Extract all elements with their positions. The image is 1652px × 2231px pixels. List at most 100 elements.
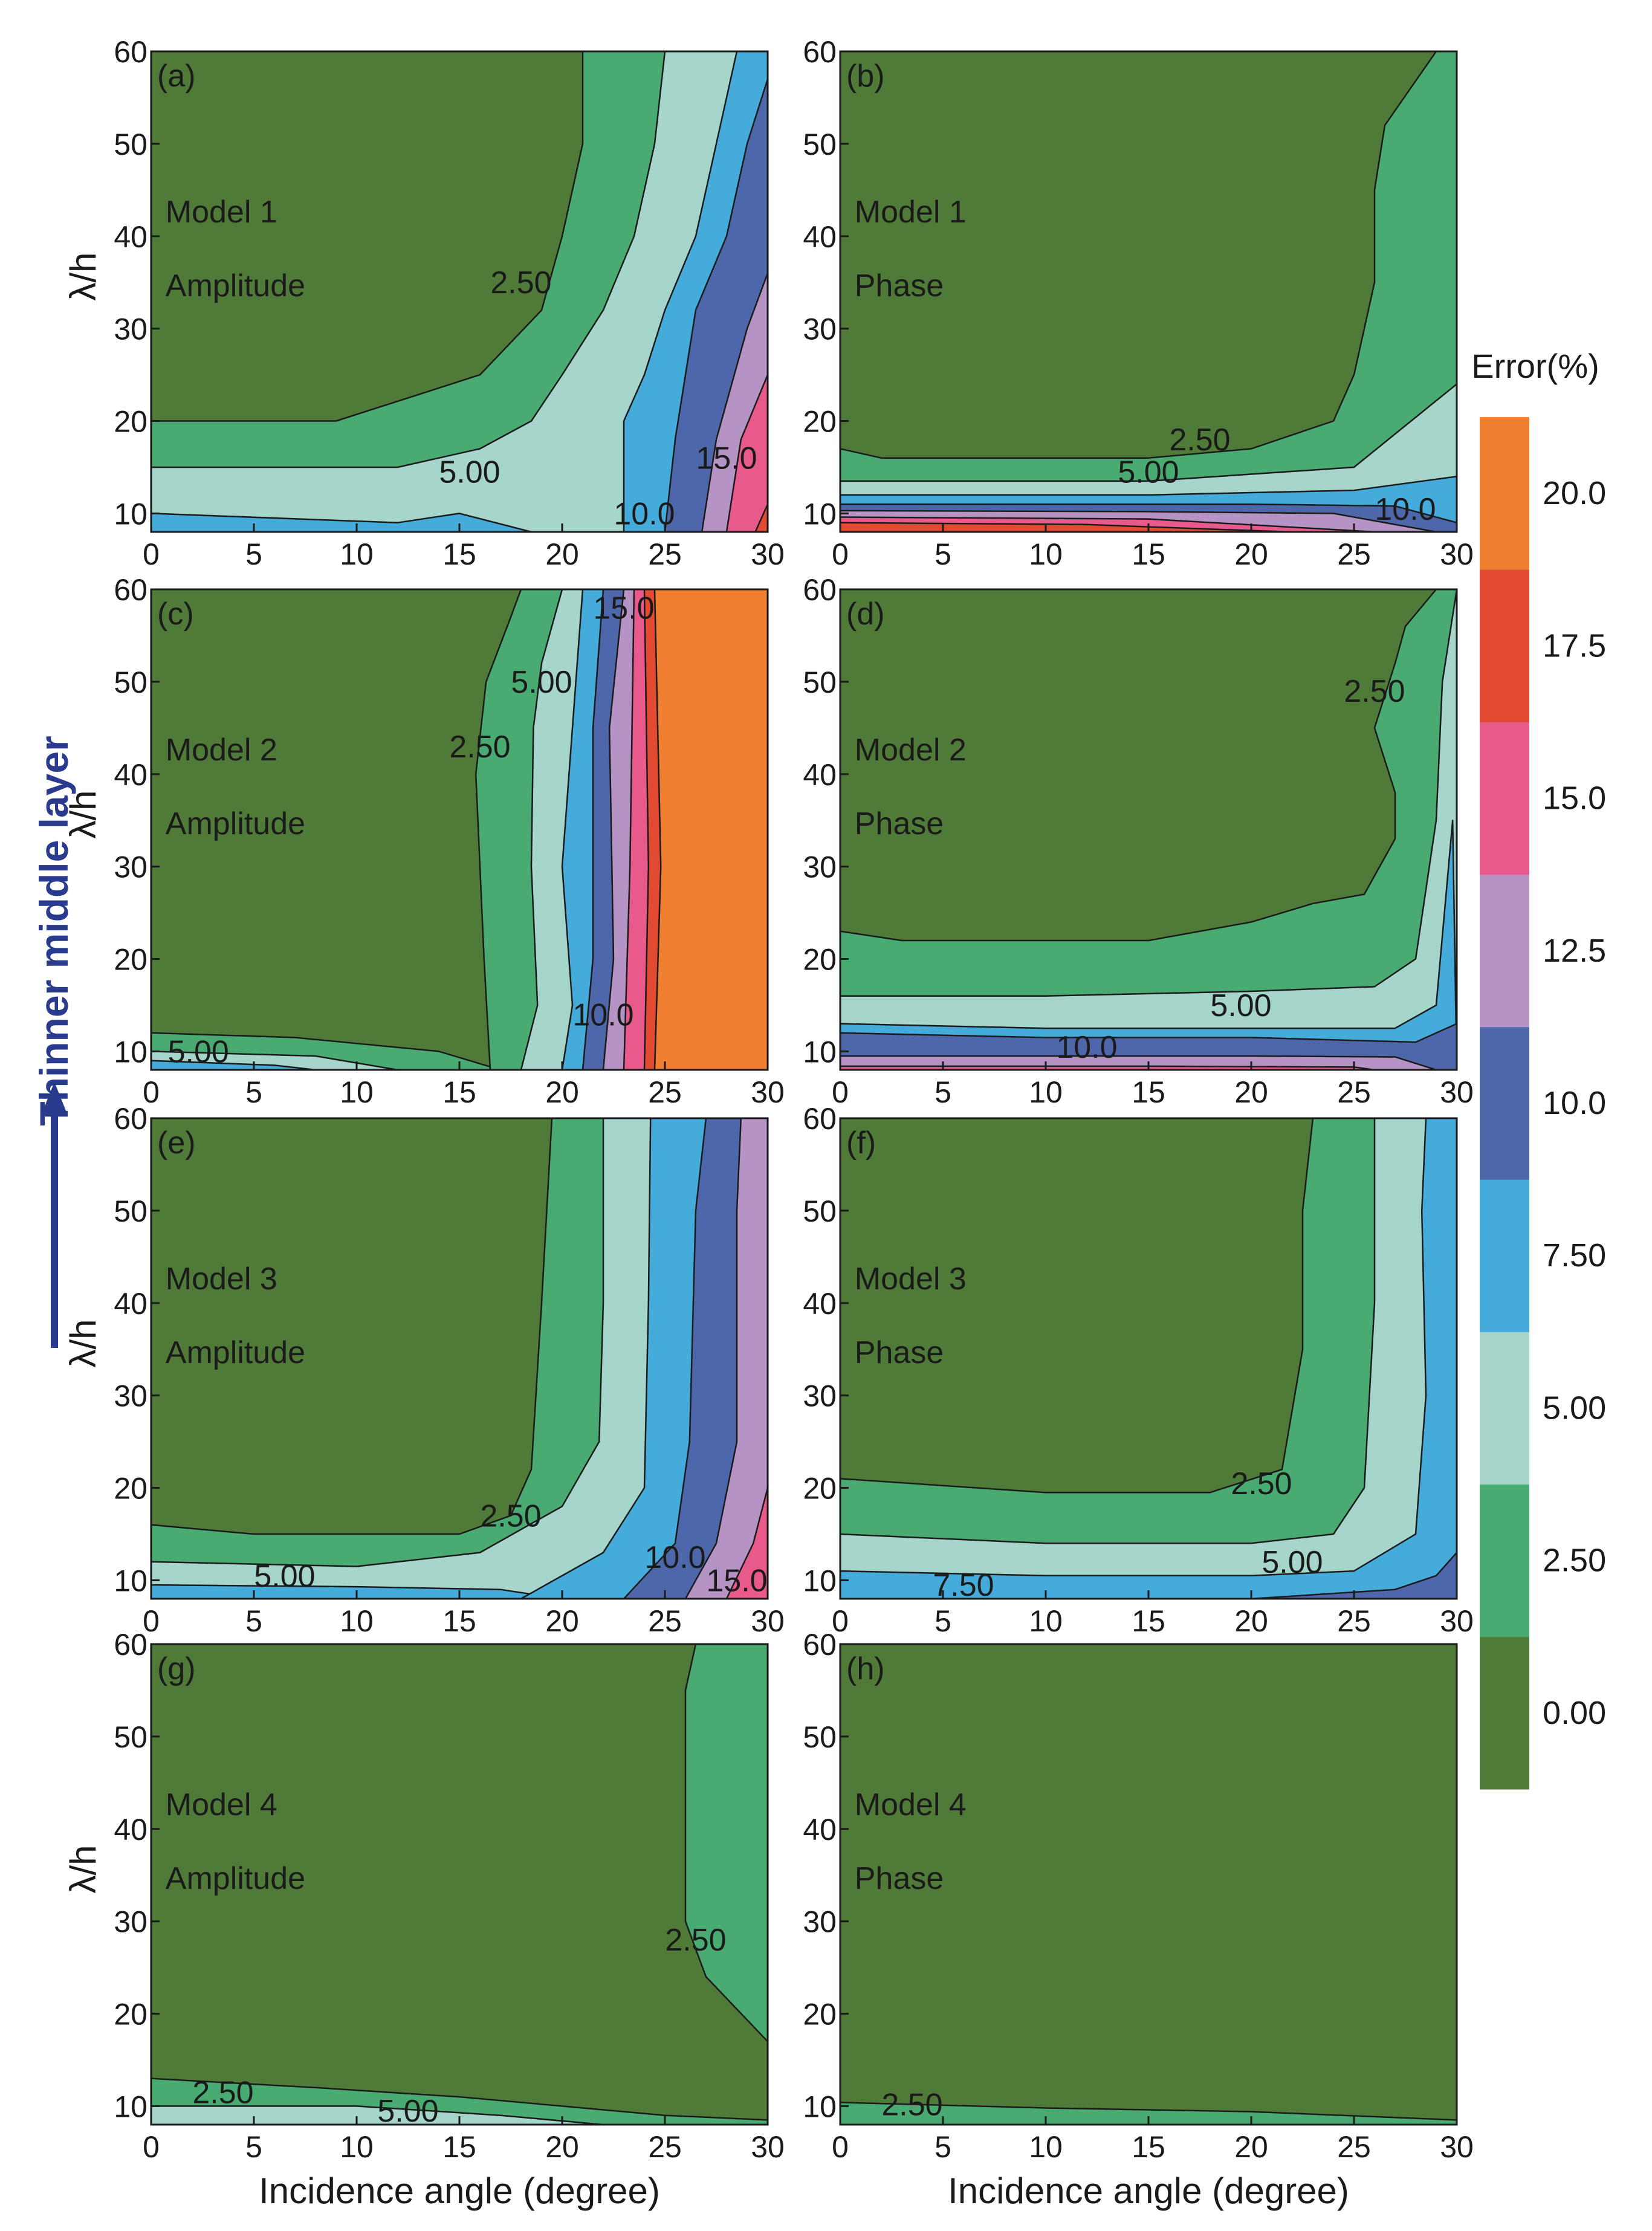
contour-label: 5.00 bbox=[1210, 988, 1271, 1023]
x-tick-label: 25 bbox=[1337, 1604, 1371, 1638]
y-tick-label: 20 bbox=[803, 1472, 837, 1506]
x-tick-label: 25 bbox=[1337, 2130, 1371, 2164]
colorbar-swatch bbox=[1480, 874, 1529, 1028]
x-tick-label: 5 bbox=[245, 537, 262, 571]
contour-label: 10.0 bbox=[614, 496, 675, 531]
contour-label: 2.50 bbox=[665, 1923, 726, 1958]
contour-fills bbox=[151, 589, 768, 1070]
contour-region-15 bbox=[725, 374, 768, 532]
x-tick-label: 25 bbox=[648, 537, 682, 571]
contour-region-7-5 bbox=[840, 1118, 1457, 1599]
quantity-label: Amplitude bbox=[166, 806, 305, 841]
x-tick-label: 15 bbox=[442, 1604, 476, 1638]
y-tick-label: 10 bbox=[803, 497, 837, 531]
panel-g: 0 5 10 15 20 25 30 10 20 30 40 50 60 λ/h Incidence ang… bbox=[63, 1628, 785, 2211]
model-label: Model 4 bbox=[855, 1787, 967, 1822]
panel-c: 0 5 10 15 20 25 30 10 20 30 40 50 60 λ/h (c) Model 2 Amp… bbox=[63, 573, 785, 1109]
colorbar: Error(%) 0.00 2.50 5.00 7.50 10.0 12.5 15.0 17.… bbox=[1471, 347, 1606, 1790]
y-tick-label: 60 bbox=[803, 35, 837, 69]
contour-region-2-5 bbox=[840, 2102, 1457, 2125]
contour-label: 5.00 bbox=[254, 1559, 315, 1594]
y-tick-label: 40 bbox=[114, 1287, 147, 1321]
quantity-label: Phase bbox=[855, 268, 944, 303]
quantity-label: Amplitude bbox=[166, 1335, 305, 1370]
panel-letter: (f) bbox=[846, 1125, 876, 1161]
contour-label: 2.50 bbox=[1169, 423, 1230, 458]
panel-f: 0 5 10 15 20 25 30 10 20 30 40 50 60 (f) Model 3 Phase 2… bbox=[803, 1102, 1473, 1638]
x-tick-label: 30 bbox=[751, 2130, 785, 2164]
x-tick-label: 10 bbox=[340, 2130, 374, 2164]
panel-letter: (a) bbox=[157, 59, 196, 94]
contour-label: 2.50 bbox=[1344, 674, 1405, 709]
y-tick-label: 30 bbox=[114, 1379, 147, 1413]
x-tick-label: 30 bbox=[1440, 537, 1474, 571]
x-tick-label: 20 bbox=[1234, 1075, 1268, 1109]
colorbar-swatch bbox=[1480, 1179, 1529, 1332]
x-tick-label: 20 bbox=[545, 537, 579, 571]
x-tick-label: 15 bbox=[442, 2130, 476, 2164]
contour-region-2-5 bbox=[840, 589, 1457, 1070]
contour-region-5 bbox=[151, 51, 768, 532]
x-tick-label: 10 bbox=[340, 1075, 374, 1109]
y-tick-label: 60 bbox=[803, 1102, 837, 1136]
x-tick-label: 20 bbox=[545, 1604, 579, 1638]
side-arrow-head bbox=[41, 1082, 68, 1115]
colorbar-tick-label: 10.0 bbox=[1543, 1085, 1606, 1121]
x-tick-label: 15 bbox=[1132, 537, 1165, 571]
panel-letter: (h) bbox=[846, 1651, 885, 1686]
model-label: Model 1 bbox=[166, 195, 277, 230]
y-tick-label: 20 bbox=[114, 405, 147, 439]
colorbar-swatch bbox=[1480, 1332, 1529, 1485]
x-tick-label: 20 bbox=[1234, 2130, 1268, 2164]
colorbar-swatch bbox=[1480, 1026, 1529, 1180]
y-tick-label: 60 bbox=[114, 1102, 147, 1136]
contour-label: 15.0 bbox=[696, 441, 757, 476]
side-annotation: Thinner middle layer bbox=[31, 736, 76, 1348]
quantity-label: Amplitude bbox=[166, 268, 305, 303]
x-axis-label: Incidence angle (degree) bbox=[259, 2171, 660, 2211]
panel-d: 0 5 10 15 20 25 30 10 20 30 40 50 60 (d) Model 2 Phase 2… bbox=[803, 573, 1473, 1109]
x-tick-label: 20 bbox=[545, 1075, 579, 1109]
quantity-label: Phase bbox=[855, 1861, 944, 1896]
colorbar-swatch bbox=[1480, 417, 1529, 570]
colorbar-title: Error(%) bbox=[1471, 347, 1599, 385]
colorbar-swatch bbox=[1480, 1484, 1529, 1637]
quantity-label: Phase bbox=[855, 806, 944, 841]
colorbar-swatches bbox=[1480, 417, 1529, 1790]
y-tick-label: 40 bbox=[803, 220, 837, 254]
x-tick-label: 30 bbox=[1440, 1075, 1474, 1109]
x-tick-label: 25 bbox=[648, 1075, 682, 1109]
colorbar-tick-label: 17.5 bbox=[1543, 627, 1606, 664]
x-tick-label: 15 bbox=[1132, 1604, 1165, 1638]
contour-region-17-5 bbox=[754, 503, 768, 532]
y-tick-label: 20 bbox=[803, 405, 837, 439]
y-tick-label: 20 bbox=[114, 943, 147, 977]
y-tick-label: 50 bbox=[803, 665, 837, 699]
contour-region-0 bbox=[840, 51, 1457, 532]
x-tick-label: 10 bbox=[340, 537, 374, 571]
x-tick-label: 5 bbox=[935, 1075, 951, 1109]
contour-region-10 bbox=[1250, 1552, 1457, 1599]
y-tick-label: 30 bbox=[114, 850, 147, 884]
x-tick-label: 25 bbox=[648, 2130, 682, 2164]
x-tick-label: 15 bbox=[1132, 2130, 1165, 2164]
panel-b: 0 5 10 15 20 25 30 10 20 30 40 50 60 (b) Model 1 Phase 2… bbox=[803, 35, 1473, 571]
x-tick-label: 0 bbox=[832, 1075, 849, 1109]
panel-letter: (b) bbox=[846, 59, 885, 94]
panel-letter: (g) bbox=[157, 1651, 196, 1686]
x-tick-label: 10 bbox=[1029, 2130, 1063, 2164]
contour-label: 2.50 bbox=[449, 730, 510, 765]
x-tick-label: 0 bbox=[143, 1604, 160, 1638]
x-tick-label: 0 bbox=[143, 2130, 160, 2164]
y-tick-label: 10 bbox=[803, 2090, 837, 2123]
contour-label: 2.50 bbox=[1231, 1466, 1292, 1501]
x-tick-label: 5 bbox=[935, 1604, 951, 1638]
contour-label: 10.0 bbox=[644, 1540, 705, 1575]
x-axis-label: Incidence angle (degree) bbox=[948, 2171, 1349, 2211]
y-tick-label: 30 bbox=[114, 312, 147, 346]
x-tick-label: 5 bbox=[935, 537, 951, 571]
y-tick-label: 50 bbox=[114, 128, 147, 161]
contour-region-7-5 bbox=[151, 1060, 317, 1070]
x-tick-label: 5 bbox=[245, 1604, 262, 1638]
